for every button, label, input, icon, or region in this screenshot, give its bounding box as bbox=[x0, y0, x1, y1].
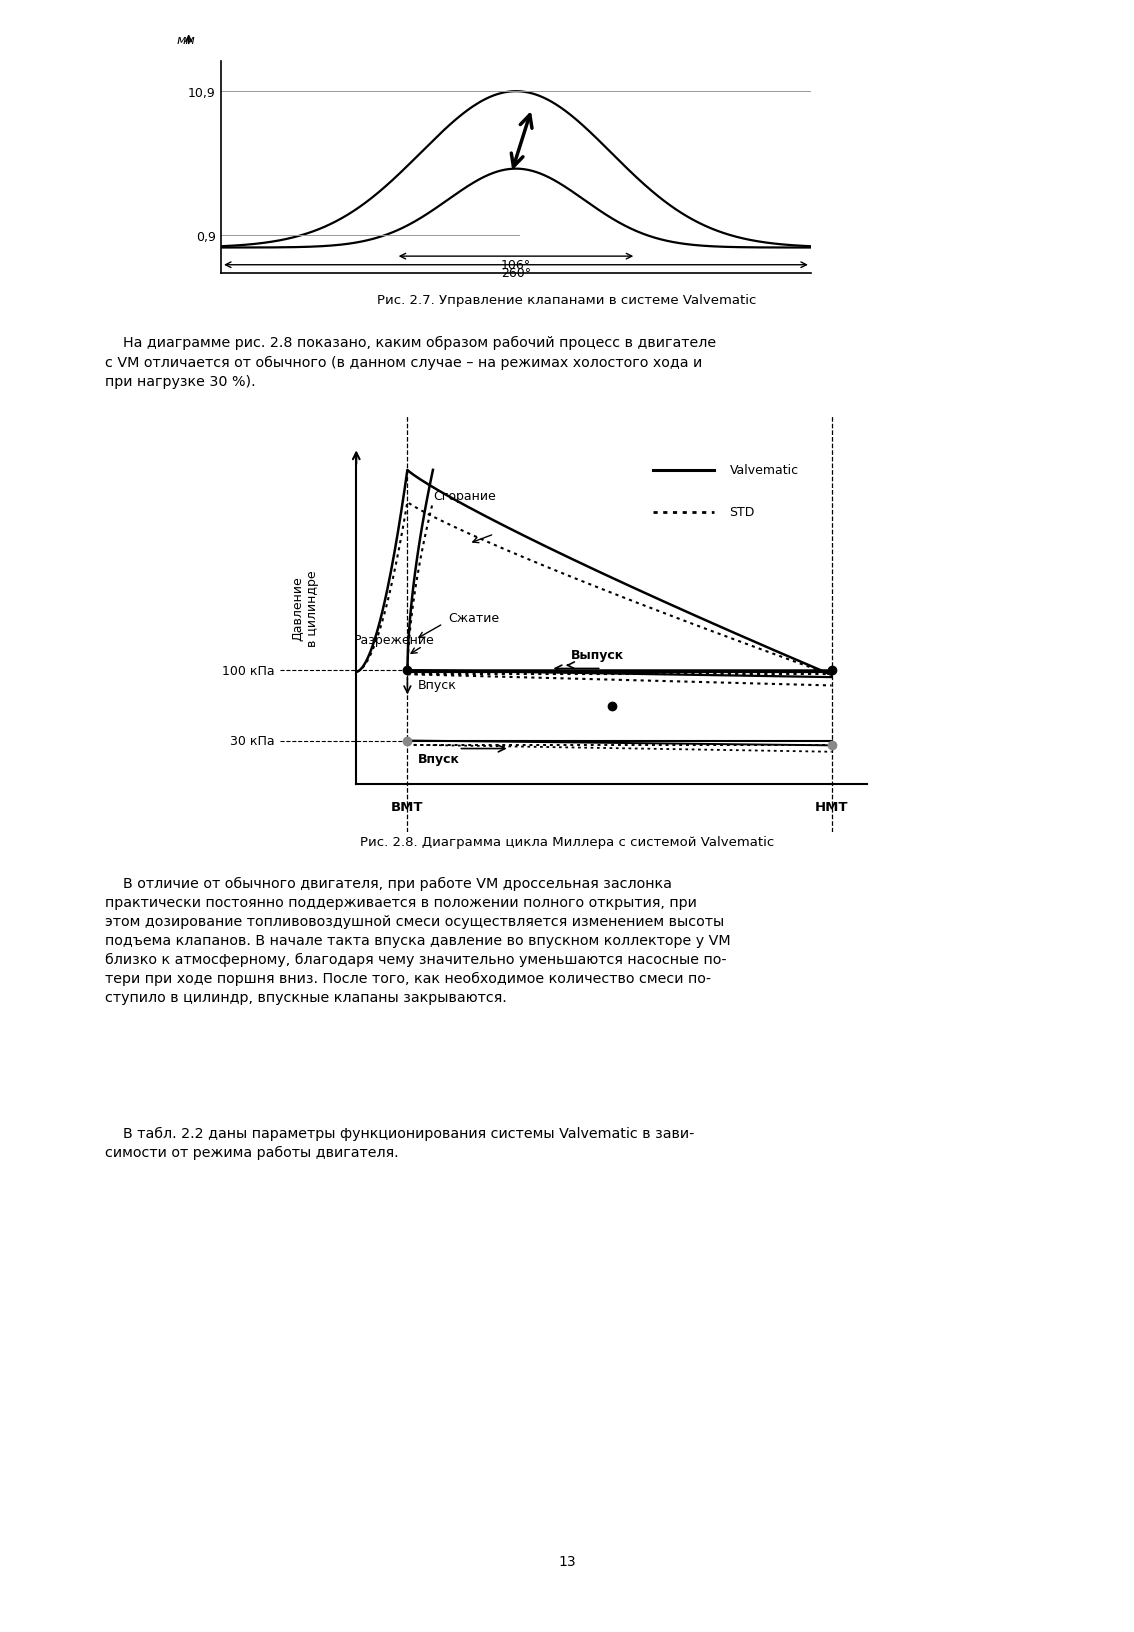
Text: 100 кПа: 100 кПа bbox=[222, 664, 274, 677]
Text: Сгорание: Сгорание bbox=[433, 490, 496, 503]
Text: Впуск: Впуск bbox=[417, 752, 459, 765]
Text: НМТ: НМТ bbox=[815, 800, 848, 813]
Text: Сжатие: Сжатие bbox=[448, 612, 499, 625]
Text: Рис. 2.8. Диаграмма цикла Миллера с системой Valvematic: Рис. 2.8. Диаграмма цикла Миллера с сист… bbox=[359, 836, 775, 849]
Text: ВМТ: ВМТ bbox=[391, 800, 424, 813]
Text: 13: 13 bbox=[558, 1554, 576, 1568]
Text: В табл. 2.2 даны параметры функционирования системы Valvematic в зави-
симости о: В табл. 2.2 даны параметры функционирова… bbox=[105, 1126, 695, 1159]
Text: Давление
в цилиндре: Давление в цилиндре bbox=[291, 570, 319, 646]
Text: Рис. 2.7. Управление клапанами в системе Valvematic: Рис. 2.7. Управление клапанами в системе… bbox=[378, 294, 756, 307]
Text: Впуск: Впуск bbox=[417, 679, 457, 692]
Text: 30 кПа: 30 кПа bbox=[230, 734, 274, 747]
Text: 106°: 106° bbox=[501, 259, 531, 271]
Text: 260°: 260° bbox=[501, 268, 531, 281]
Text: Разрежение: Разрежение bbox=[354, 633, 434, 646]
Text: На диаграмме рис. 2.8 показано, каким образом рабочий процесс в двигателе
с VM о: На диаграмме рис. 2.8 показано, каким об… bbox=[105, 336, 717, 388]
Text: В отличие от обычного двигателя, при работе VM дроссельная заслонка
практически : В отличие от обычного двигателя, при раб… bbox=[105, 876, 731, 1004]
Text: STD: STD bbox=[729, 506, 755, 519]
Text: мм: мм bbox=[177, 34, 195, 47]
Text: Выпуск: Выпуск bbox=[570, 648, 624, 661]
Text: Valvematic: Valvematic bbox=[729, 463, 798, 477]
